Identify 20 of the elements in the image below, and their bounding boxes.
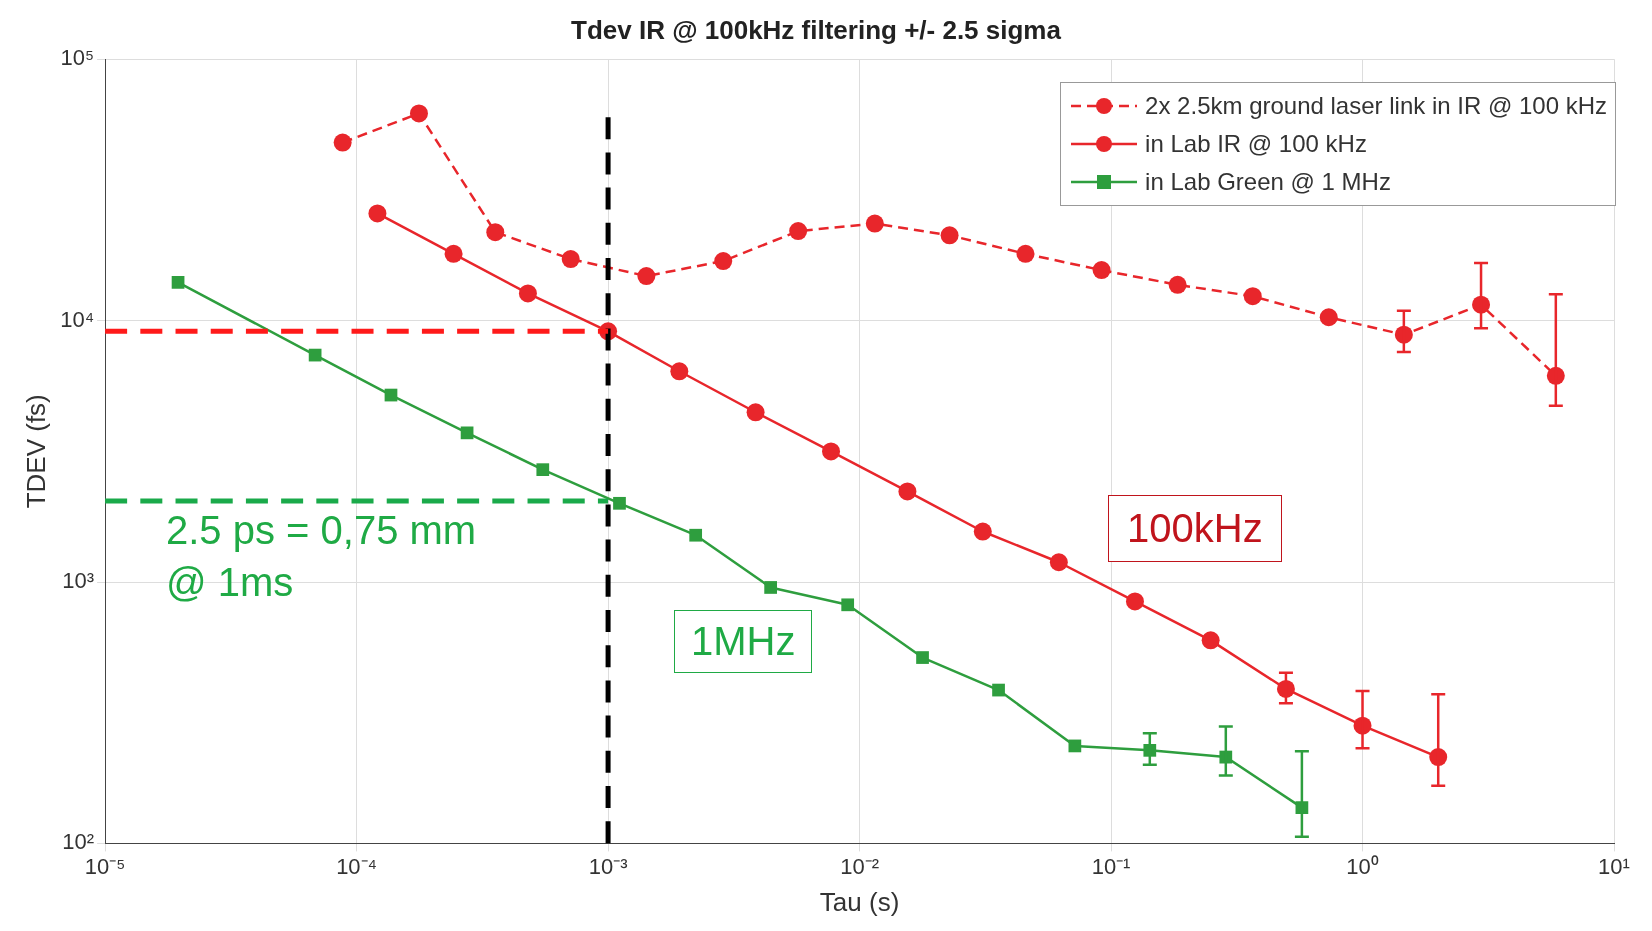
y-tick-label: 10⁴ xyxy=(60,306,95,332)
legend-label: 2x 2.5km ground laser link in IR @ 100 kHz xyxy=(1145,92,1607,120)
x-tick-label: 10⁻⁴ xyxy=(336,853,378,879)
annotation: 100kHz xyxy=(1108,495,1282,562)
legend-label: in Lab IR @ 100 kHz xyxy=(1145,130,1367,158)
legend-label: in Lab Green @ 1 MHz xyxy=(1145,168,1391,196)
y-tick-label: 10³ xyxy=(62,568,95,594)
annotation: 2.5 ps = 0,75 mm @ 1ms xyxy=(166,507,477,606)
x-tick-label: 10⁻² xyxy=(840,853,879,879)
x-tick-label: 10⁻¹ xyxy=(1091,853,1131,879)
x-tick-label: 10⁻³ xyxy=(588,853,628,879)
annotation: 1MHz xyxy=(674,610,813,673)
y-tick-label: 10⁵ xyxy=(60,45,95,71)
x-tick-label: 10⁰ xyxy=(1346,853,1379,879)
y-tick-label: 10² xyxy=(62,829,95,855)
x-tick-label: 10⁻⁵ xyxy=(84,853,126,879)
x-axis-title: Tau (s) xyxy=(819,886,900,917)
chart-title: Tdev IR @ 100kHz filtering +/- 2.5 sigma xyxy=(571,14,1062,45)
x-tick-label: 10¹ xyxy=(1598,853,1630,879)
y-axis-title: TDEV (fs) xyxy=(20,394,51,509)
